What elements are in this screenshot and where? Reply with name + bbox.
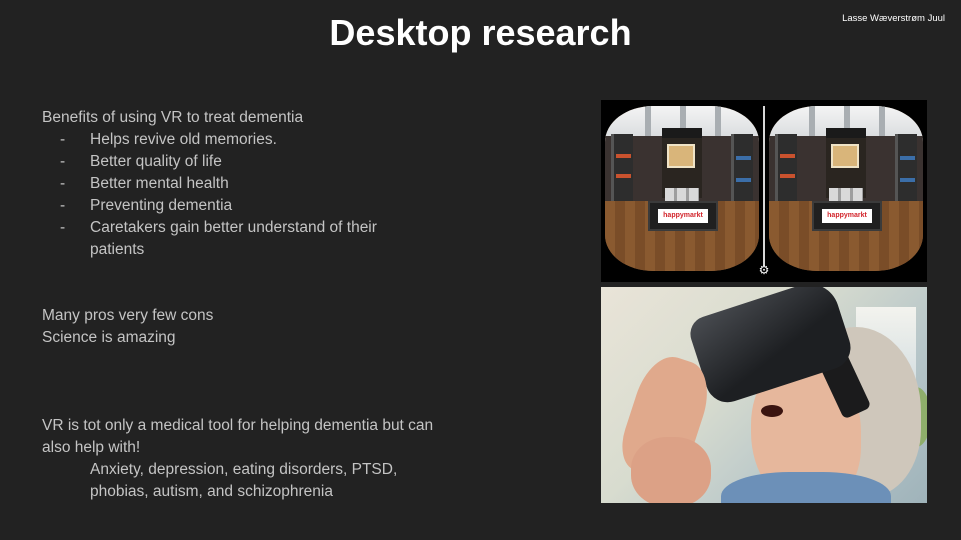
list-item: Preventing dementia (42, 195, 422, 217)
benefits-heading: Benefits of using VR to treat dementia (42, 109, 304, 126)
vr-split-screen-image: happymarkt happymarkt ⚙ (601, 100, 927, 282)
summary-line: Science is amazing (42, 329, 176, 346)
author-name: Lasse Wæverstrøm Juul (842, 13, 945, 24)
benefits-list: Helps revive old memories. Better qualit… (42, 129, 422, 261)
list-item: Better quality of life (42, 151, 422, 173)
woman-with-vr-headset-photo (601, 287, 927, 503)
store-logo: happymarkt (822, 209, 872, 223)
slide-title: Desktop research (329, 12, 632, 53)
other-uses-list: Anxiety, depression, eating disorders, P… (90, 461, 398, 500)
benefits-section: Benefits of using VR to treat dementia H… (42, 107, 422, 261)
vr-lens-left: happymarkt (605, 106, 759, 271)
gear-icon: ⚙ (758, 263, 770, 277)
list-item: Better mental health (42, 173, 422, 195)
store-logo: happymarkt (658, 209, 708, 223)
vr-divider (763, 106, 765, 266)
summary-section: Many pros very few cons Science is amazi… (42, 305, 422, 349)
vr-lens-right: happymarkt (769, 106, 923, 271)
list-item: Helps revive old memories. (42, 129, 422, 151)
list-item: Caretakers gain better understand of the… (42, 217, 422, 261)
summary-line: Many pros very few cons (42, 307, 214, 324)
other-uses-intro: VR is tot only a medical tool for helpin… (42, 417, 434, 456)
other-uses-section: VR is tot only a medical tool for helpin… (42, 415, 442, 503)
